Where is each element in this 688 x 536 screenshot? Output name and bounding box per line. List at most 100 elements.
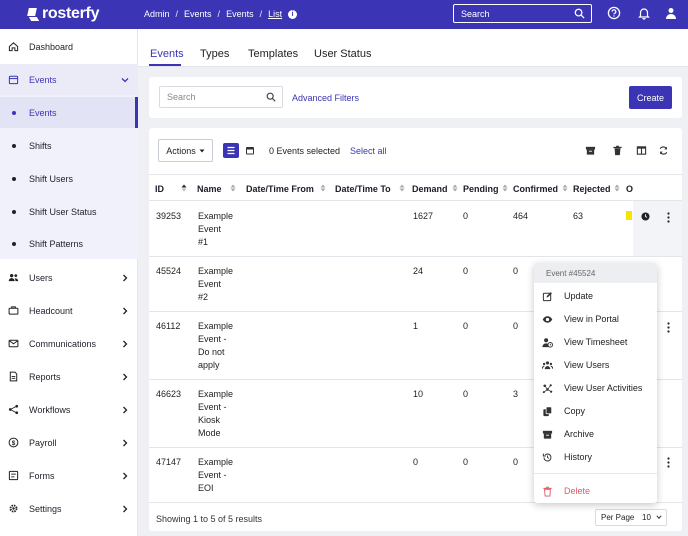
- kebab-menu-icon[interactable]: [667, 322, 670, 333]
- select-all-link[interactable]: Select all: [350, 146, 387, 156]
- global-search-input[interactable]: Search: [453, 4, 592, 23]
- column-header-datetime-from[interactable]: Date/Time From: [246, 184, 314, 194]
- per-page-select[interactable]: Per Page 10: [595, 509, 667, 526]
- table-row[interactable]: 47147 Example Event - EOI 0 0 0: [149, 448, 682, 503]
- column-header-id[interactable]: ID: [155, 184, 164, 194]
- sidebar-subitem-shifts[interactable]: Shifts: [0, 130, 138, 161]
- sidebar-item-forms[interactable]: Forms: [0, 460, 138, 491]
- cell-name[interactable]: Example Event #1: [198, 210, 233, 249]
- menu-item-view-timesheet[interactable]: View Timesheet: [534, 332, 657, 352]
- sidebar-item-headcount[interactable]: Headcount: [0, 295, 138, 326]
- calendar-view-toggle[interactable]: [243, 143, 257, 158]
- bell-icon[interactable]: [637, 6, 651, 20]
- sort-icon[interactable]: [562, 183, 568, 193]
- sidebar-item-users[interactable]: Users: [0, 262, 138, 293]
- user-account-icon[interactable]: [664, 6, 678, 20]
- sidebar-item-events[interactable]: Events: [0, 64, 138, 95]
- rosterfy-logo[interactable]: rosterfy: [28, 5, 99, 23]
- info-icon[interactable]: i: [288, 9, 298, 19]
- menu-item-label: View in Portal: [564, 314, 619, 324]
- sidebar-item-communications[interactable]: Communications: [0, 328, 138, 359]
- table-row[interactable]: 46623 Example Event - Kiosk Mode 10 0 3: [149, 380, 682, 448]
- sort-icon[interactable]: [230, 183, 236, 193]
- sidebar-subitem-shift-users[interactable]: Shift Users: [0, 163, 138, 194]
- breadcrumb-list[interactable]: List: [268, 9, 283, 19]
- sidebar-item-settings[interactable]: Settings: [0, 493, 138, 524]
- menu-item-label: Archive: [564, 429, 595, 439]
- cell-confirmed: 0: [513, 321, 519, 331]
- archive-icon: [542, 430, 553, 439]
- archive-icon[interactable]: [585, 145, 596, 156]
- advanced-filters-link[interactable]: Advanced Filters: [292, 93, 360, 103]
- menu-item-label: View User Activities: [564, 383, 643, 393]
- tab-events[interactable]: Events: [150, 48, 184, 60]
- trash-icon[interactable]: [612, 145, 623, 156]
- sidebar-item-payroll[interactable]: $ Payroll: [0, 427, 138, 458]
- cell-demand: 24: [413, 266, 424, 276]
- sort-icon[interactable]: [614, 183, 620, 193]
- tab-types[interactable]: Types: [200, 48, 230, 60]
- column-header-confirmed[interactable]: Confirmed: [513, 184, 558, 194]
- menu-item-view-in-portal[interactable]: View in Portal: [534, 309, 657, 329]
- sidebar-item-dashboard[interactable]: Dashboard: [0, 31, 138, 62]
- sidebar-item-workflows[interactable]: Workflows: [0, 394, 138, 425]
- column-header-name[interactable]: Name: [197, 184, 222, 194]
- kebab-menu-icon[interactable]: [667, 212, 670, 223]
- sort-asc-icon[interactable]: [181, 183, 187, 193]
- sidebar-subitem-shift-patterns[interactable]: Shift Patterns: [0, 228, 138, 259]
- bullet-icon: [12, 143, 16, 148]
- menu-item-archive[interactable]: Archive: [534, 424, 657, 444]
- clock-icon[interactable]: [641, 212, 650, 221]
- user-clock-icon: [542, 337, 553, 348]
- column-header-datetime-to[interactable]: Date/Time To: [335, 184, 391, 194]
- cell-name[interactable]: Example Event - Kiosk Mode: [198, 388, 233, 440]
- sort-icon[interactable]: [502, 183, 508, 193]
- menu-item-delete[interactable]: Delete: [534, 481, 657, 501]
- sidebar-subitem-label: Shift User Status: [29, 206, 97, 217]
- cell-name[interactable]: Example Event - Do not apply: [198, 320, 233, 372]
- tab-templates[interactable]: Templates: [248, 48, 299, 60]
- cell-name[interactable]: Example Event #2: [198, 265, 233, 304]
- cell-name[interactable]: Example Event - EOI: [198, 456, 233, 495]
- column-header-demand[interactable]: Demand: [412, 184, 448, 194]
- eye-icon: [542, 315, 553, 323]
- breadcrumb-admin[interactable]: Admin: [144, 9, 170, 19]
- sort-icon[interactable]: [320, 183, 326, 193]
- refresh-icon[interactable]: [658, 145, 669, 156]
- bullet-icon: [12, 110, 16, 115]
- tab-bar: Events Types Templates User Status: [138, 29, 688, 67]
- chevron-right-icon: [123, 373, 128, 380]
- sort-icon[interactable]: [452, 183, 458, 193]
- events-search-input[interactable]: Search: [159, 86, 283, 108]
- menu-item-history[interactable]: History: [534, 447, 657, 467]
- menu-item-view-users[interactable]: View Users: [534, 355, 657, 375]
- column-header-other[interactable]: O: [626, 184, 634, 194]
- sidebar-subitem-events[interactable]: Events: [0, 97, 138, 128]
- breadcrumb-events[interactable]: Events: [184, 9, 212, 19]
- actions-dropdown-button[interactable]: Actions: [158, 139, 213, 162]
- brand-name: rosterfy: [42, 5, 100, 22]
- chevron-right-icon: [123, 505, 128, 512]
- column-header-rejected[interactable]: Rejected: [573, 184, 611, 194]
- help-icon[interactable]: [607, 6, 621, 20]
- columns-icon[interactable]: [636, 145, 647, 156]
- sidebar-subitem-shift-user-status[interactable]: Shift User Status: [0, 196, 138, 227]
- menu-item-update[interactable]: Update: [534, 286, 657, 306]
- menu-item-view-user-activities[interactable]: View User Activities: [534, 378, 657, 398]
- list-view-toggle[interactable]: [223, 143, 239, 158]
- kebab-menu-icon[interactable]: [667, 457, 670, 468]
- table-row[interactable]: 45524 Example Event #2 24 0 0: [149, 257, 682, 312]
- name-line: Event -: [198, 334, 227, 344]
- sort-icon[interactable]: [399, 183, 405, 193]
- tab-user-status[interactable]: User Status: [314, 48, 372, 60]
- menu-item-copy[interactable]: Copy: [534, 401, 657, 421]
- breadcrumb-events-sub[interactable]: Events: [226, 9, 254, 19]
- sidebar-item-reports[interactable]: Reports: [0, 361, 138, 392]
- column-header-pending[interactable]: Pending: [463, 184, 499, 194]
- create-button[interactable]: Create: [629, 86, 672, 109]
- copy-icon: [543, 406, 552, 416]
- table-row[interactable]: 39253 Example Event #1 1627 0 464 63: [149, 202, 682, 257]
- table-row[interactable]: 46112 Example Event - Do not apply 1 0 0: [149, 312, 682, 380]
- cell-demand: 10: [413, 389, 424, 399]
- chevron-down-icon: [121, 77, 129, 82]
